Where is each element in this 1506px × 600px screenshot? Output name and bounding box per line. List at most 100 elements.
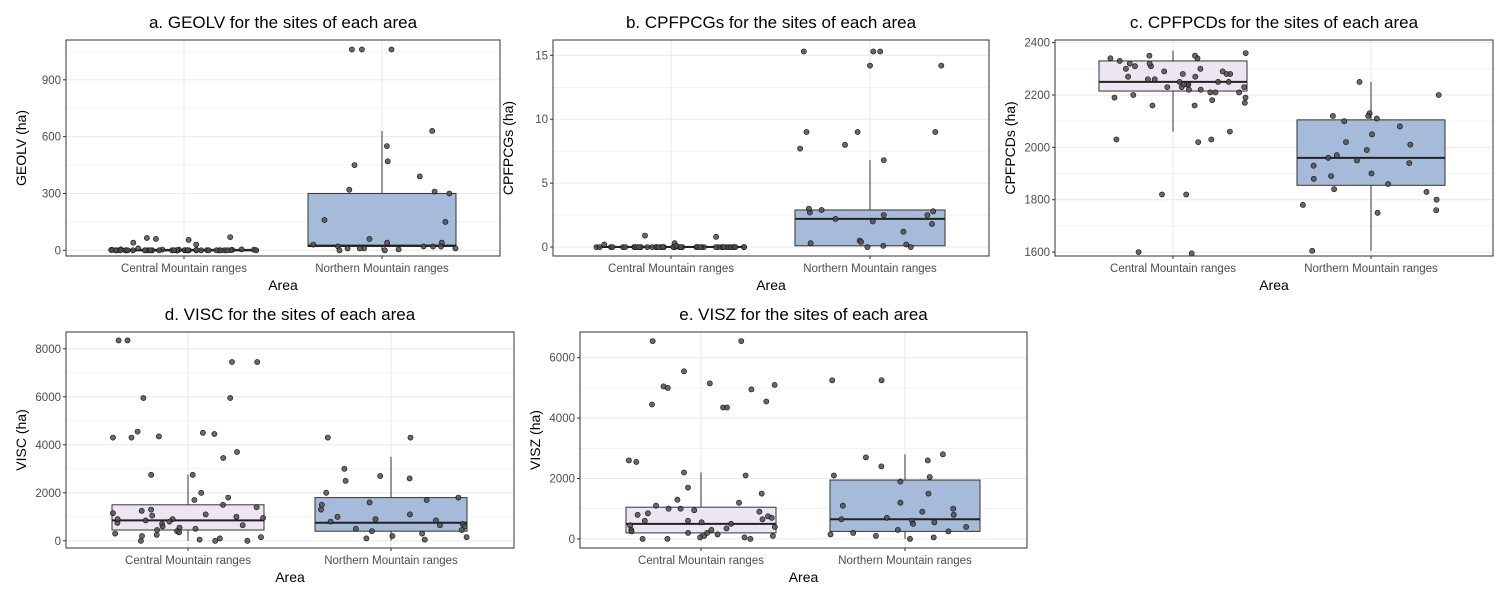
chart-c-point [1181,81,1187,88]
chart-b-point [832,215,839,222]
chart-d-point [128,434,135,441]
chart-d-point [406,475,413,482]
chart-e-point [736,499,742,506]
chart-e-point [950,505,957,512]
chart-d-ytick-label: 6000 [35,392,61,404]
chart-e-point [931,519,938,526]
chart-e-point [907,535,913,542]
chart-e-point [950,511,957,518]
chart-b-point [938,62,945,69]
chart-c-point [1185,86,1192,93]
chart-c-ytick-label: 2200 [1024,90,1050,102]
chart-c-xtick-label: Northern Mountain ranges [1304,263,1438,275]
chart-a-point [310,241,317,248]
chart-c-point [1341,118,1348,125]
chart-e-point [925,490,932,497]
chart-b-point [800,48,807,55]
chart-e-point [665,505,672,512]
chart-d-point [148,471,155,478]
chart-b-point [929,221,935,227]
chart-a-ytick-label: 900 [42,75,61,87]
chart-c-point [1125,73,1131,80]
chart-c-ytick-label: 2400 [1024,38,1050,50]
chart-a-point [348,46,355,53]
chart-a-ylabel: GEOLV (ha) [13,110,29,186]
chart-e-point [930,534,937,541]
chart-e-point [704,529,710,536]
chart-c-point [1356,79,1363,85]
chart-c-ylabel: CPFPCDs (ha) [1002,101,1018,194]
chart-c-point [1208,136,1215,143]
chart-e-ytick-label: 4000 [549,413,575,425]
chart-e-point [756,508,763,515]
chart-e-point [897,478,904,485]
chart-e-point [771,382,778,388]
chart-c-point [1161,68,1168,75]
chart-e-point [839,502,846,509]
chart-c-panel-border [1054,39,1494,257]
chart-b-point [924,212,931,218]
chart-e-point [742,472,749,479]
chart-d-point [368,528,375,535]
chart-a-point [452,245,459,252]
chart-c-point [1197,65,1204,72]
chart-c-point [1130,92,1137,98]
chart-a-point [130,247,136,254]
chart-c-point [1123,65,1129,72]
chart-c-point [1354,157,1360,164]
chart-e-point [741,534,748,541]
chart-a-point [446,190,453,197]
chart-b-ytick-label: 15 [535,50,548,62]
chart-c-point [1396,123,1403,130]
chart-a-point [438,243,444,250]
chart-e-point [706,380,713,387]
chart-d-point [196,536,203,543]
chart-d-point [112,530,118,537]
chart-e-point [685,517,691,524]
chart-e-point [827,531,834,538]
chart-e-point [759,516,766,523]
chart-c-point [1144,76,1151,83]
chart-e-point [872,532,879,539]
chart-d-point [327,518,334,525]
chart-c-point [1191,102,1198,109]
chart-d-ytick-label: 8000 [35,344,61,356]
chart-b-ytick-label: 5 [542,178,548,190]
chart-b-point [601,241,608,248]
chart-e-point [724,404,730,411]
chart-c-ytick-label: 1800 [1024,195,1050,207]
chart-d-point [138,507,145,514]
chart-b-point [900,228,907,235]
chart-a-point [147,247,154,254]
chart-b-point [869,218,876,225]
chart-e-point [768,514,775,521]
chart-e-point [910,520,916,527]
chart-a-point [227,234,234,240]
chart-e-point [641,517,648,524]
chart-a-panel-border [65,39,501,257]
chart-a-ytick-label: 600 [42,132,61,144]
chart-b-point [636,244,643,250]
chart-d-point [192,525,199,532]
chart-e-point [830,472,837,479]
chart-c-point [1435,92,1442,98]
chart-b-title: b. CPFPCGs for the sites of each area [626,13,917,32]
chart-e-point [645,510,651,517]
chart-c-point [1328,173,1334,179]
chart-e-xlabel: Area [789,569,819,585]
chart-d-xtick-label: Central Mountain ranges [125,555,251,567]
chart-c-point [1223,71,1230,77]
chart-e-point [664,535,671,542]
chart-c-xtick-label: Central Mountain ranges [1110,263,1236,275]
chart-e-svg: 0 2000 4000 6000 Central Mountain ranges Nort… [527,305,1028,585]
chart-b-ylabel: CPFPCGs (ha) [500,101,516,195]
chart-b-point [803,129,810,135]
chart-e-point [708,526,715,533]
chart-d-point [149,512,156,519]
chart-a-point [130,239,137,246]
chart-d-point [455,494,462,501]
chart-a-xtick-label: Northern Mountain ranges [315,263,449,275]
chart-a-point [224,247,231,254]
chart-a-svg: 0 300 600 900 Central Mountain ranges Norther… [13,13,501,293]
chart-d-point [239,522,246,529]
